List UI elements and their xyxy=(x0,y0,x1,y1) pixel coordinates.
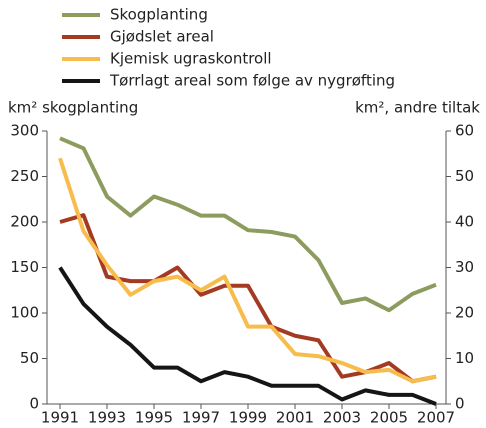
series-line xyxy=(58,266,437,406)
series-line xyxy=(58,157,437,384)
x-tick-label: 2001 xyxy=(276,409,314,427)
x-tick-label: 1993 xyxy=(88,409,126,427)
y-tick-label: 0 xyxy=(29,395,39,413)
y2-tick-label: 10 xyxy=(455,349,474,367)
legend-label: Skogplanting xyxy=(110,6,208,24)
x-tick-label: 2005 xyxy=(370,409,408,427)
series-line xyxy=(59,136,437,313)
y2-tick-label: 40 xyxy=(455,213,474,231)
y-tick-label: 300 xyxy=(10,122,39,140)
legend-label: Gjødslet areal xyxy=(110,28,214,46)
x-tick-label: 1997 xyxy=(182,409,220,427)
x-tick-label: 2003 xyxy=(323,409,361,427)
y-tick-label: 150 xyxy=(10,258,39,276)
y2-axis-label: km², andre tiltak xyxy=(355,99,480,117)
x-tick-label: 1995 xyxy=(135,409,173,427)
y-axis-label: km² skogplanting xyxy=(8,99,138,117)
y2-tick-label: 0 xyxy=(455,395,465,413)
y2-tick-label: 60 xyxy=(455,122,474,140)
x-tick-label: 1999 xyxy=(229,409,267,427)
y2-tick-label: 20 xyxy=(455,304,474,322)
y2-tick-label: 50 xyxy=(455,167,474,185)
y2-tick-label: 30 xyxy=(455,258,474,276)
y-tick-label: 200 xyxy=(10,213,39,231)
x-tick-label: 1991 xyxy=(41,409,79,427)
legend-label: Kjemisk ugraskontroll xyxy=(110,50,272,68)
y-tick-label: 100 xyxy=(10,304,39,322)
legend-label: Tørrlagt areal som følge av nygrøfting xyxy=(109,72,395,90)
x-tick-label: 2007 xyxy=(417,409,455,427)
y-tick-label: 50 xyxy=(20,349,39,367)
series-line xyxy=(59,213,437,384)
y-tick-label: 250 xyxy=(10,167,39,185)
